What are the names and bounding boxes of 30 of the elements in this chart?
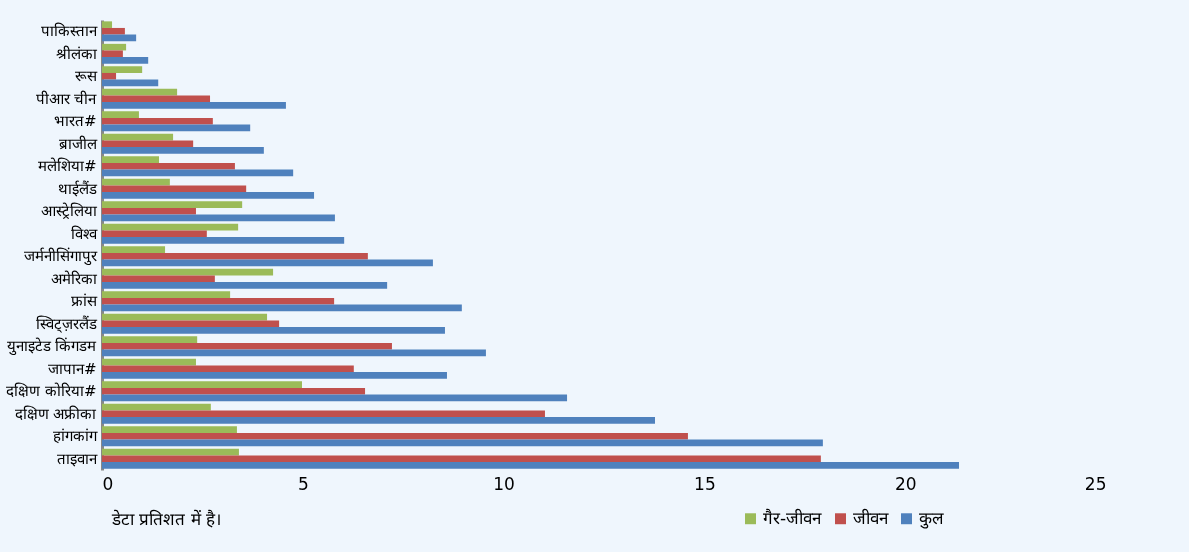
y-tick-label: श्रीलंका <box>55 44 98 63</box>
x-tick-label: 10 <box>493 473 515 494</box>
text: डेटा प्रतिशत में है। <box>111 509 222 529</box>
y-tick-label: मलेशिया# <box>37 157 97 176</box>
y-tick-label: अमेरिका <box>50 269 98 288</box>
x-tick-label: 15 <box>694 473 716 494</box>
y-tick-label: ताइवान <box>56 449 98 468</box>
y-tick-label: दक्षिण कोरिया# <box>6 382 97 401</box>
y-tick-label: युनाइटेड किंगडम <box>6 337 98 357</box>
y-tick-label: दक्षिण अफ्रीका <box>14 404 98 423</box>
y-tick-label: पाकिस्तान <box>40 22 98 41</box>
x-tick-label: 0 <box>102 473 114 494</box>
legend-label: गैर-जीवन <box>763 507 823 528</box>
y-tick-label: फ्रांस <box>70 292 98 311</box>
y-tick-label: भारत# <box>53 112 97 131</box>
y-tick-label: स्विट्ज़रलैंड <box>35 314 98 333</box>
legend-label: कुल <box>919 507 944 529</box>
x-tick-label: 20 <box>894 473 917 494</box>
x-tick-label: 25 <box>1084 473 1107 494</box>
legend-label: जीवन <box>853 507 889 528</box>
y-tick-label: विश्व <box>70 224 98 243</box>
y-tick-label: जापान# <box>47 359 97 378</box>
y-tick-label: हांगकांग <box>52 427 98 446</box>
y-tick-label: थाईलैंड <box>57 179 98 198</box>
y-tick-label: ब्राजील <box>58 134 98 153</box>
y-tick-label: रूस <box>74 67 98 86</box>
y-tick-label: जर्मनीसिंगापुर <box>23 247 98 267</box>
x-tick-label: 5 <box>297 473 309 494</box>
y-tick-label: आस्ट्रेलिया <box>40 202 98 221</box>
y-tick-label: पीआर चीन <box>35 89 98 108</box>
